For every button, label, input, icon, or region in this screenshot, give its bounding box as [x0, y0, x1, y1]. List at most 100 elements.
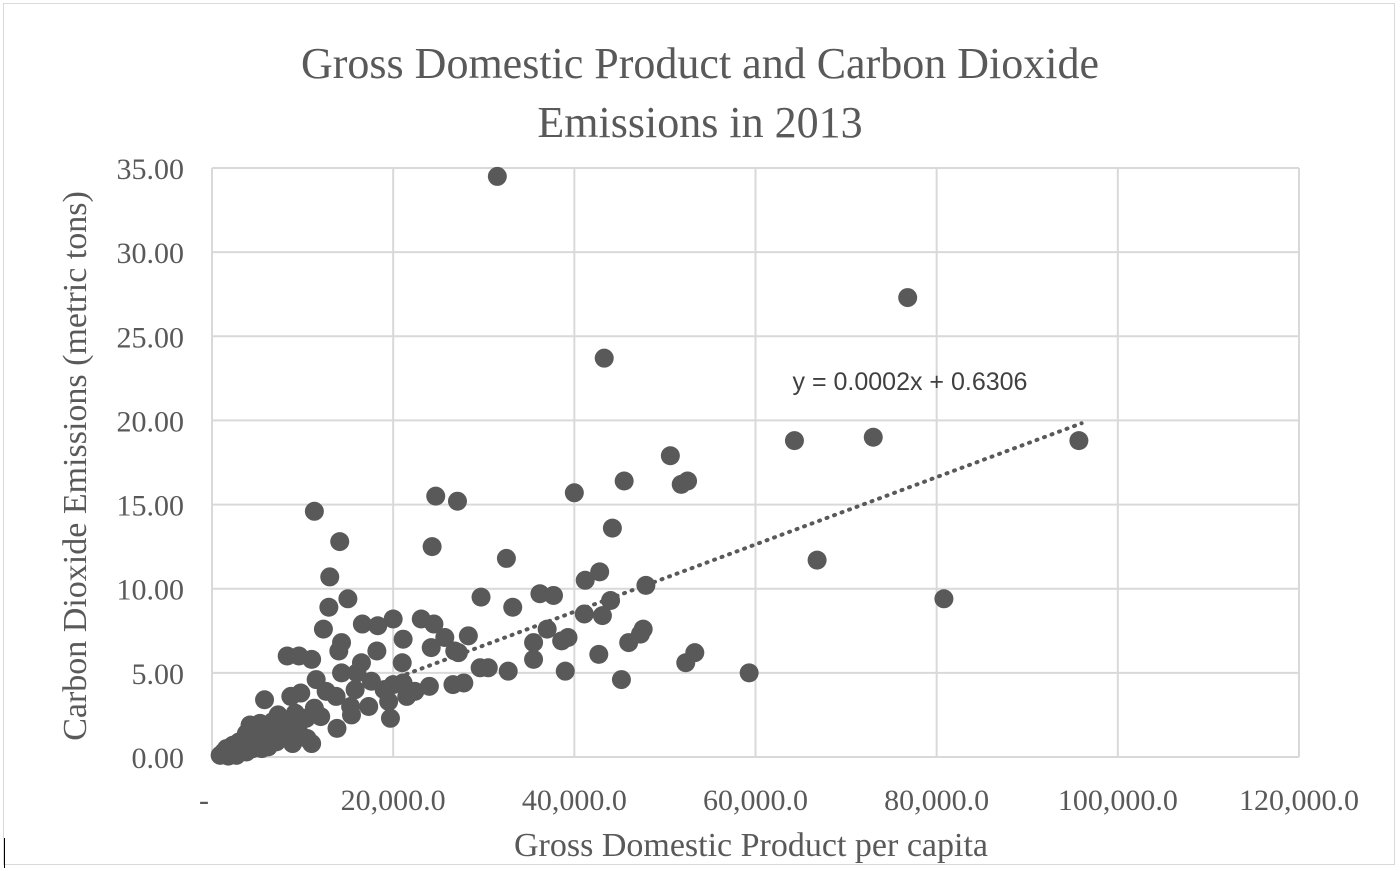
data-point [327, 718, 347, 738]
data-point [393, 629, 413, 649]
edge-mark [4, 838, 5, 868]
gridlines [211, 167, 1300, 758]
y-tick-label: 25.00 [117, 321, 185, 354]
data-point [590, 562, 610, 582]
chart-frame [3, 3, 1395, 865]
data-points [210, 166, 1089, 766]
data-point [503, 597, 523, 617]
data-point [671, 474, 691, 494]
data-point [537, 619, 557, 639]
data-point [368, 616, 388, 636]
data-point [313, 619, 333, 639]
y-tick-label: 0.00 [132, 742, 185, 775]
data-point [379, 691, 399, 711]
x-tick-label: 120,000.0 [1239, 784, 1359, 817]
data-point [311, 707, 331, 727]
data-point [601, 590, 621, 610]
data-point [524, 649, 544, 669]
data-point [471, 587, 491, 607]
data-point [320, 567, 340, 587]
data-point [302, 649, 322, 669]
data-point [660, 446, 680, 466]
data-point [347, 663, 367, 683]
data-point [487, 166, 507, 186]
data-point [345, 680, 365, 700]
chart-title-line-1: Gross Domestic Product and Carbon Dioxid… [301, 39, 1099, 88]
data-point [934, 589, 954, 609]
y-tick-label: 35.00 [117, 153, 185, 186]
data-point [574, 604, 594, 624]
y-tick-label: 30.00 [117, 237, 185, 270]
y-tick-label: 5.00 [132, 658, 185, 691]
data-point [863, 427, 883, 447]
y-tick-label: 15.00 [117, 490, 185, 523]
data-point [739, 663, 759, 683]
data-point [422, 537, 442, 557]
data-point [784, 431, 804, 451]
data-point [383, 609, 403, 629]
y-axis-label: Carbon Dioxide Emissions (metric tons) [57, 191, 94, 741]
trendline-equation: y = 0.0002x + 0.6306 [793, 368, 1028, 396]
data-point [1069, 431, 1089, 451]
data-point [524, 633, 544, 653]
data-point [898, 288, 918, 308]
data-point [435, 628, 455, 648]
data-point [304, 501, 324, 521]
data-point [498, 661, 518, 681]
data-point [302, 734, 322, 754]
data-point [676, 653, 696, 673]
chart-title-line-2: Emissions in 2013 [537, 98, 862, 147]
data-point [458, 626, 478, 646]
y-tick-labels: 0.00 5.00 10.00 15.00 20.00 25.00 30.00 35.00 [117, 153, 185, 775]
data-point [341, 705, 361, 725]
data-point [636, 575, 656, 595]
data-point [277, 646, 297, 666]
data-point [454, 673, 474, 693]
data-point [602, 518, 622, 538]
trendline [382, 421, 1084, 685]
data-point [397, 686, 417, 706]
x-axis-label: Gross Domestic Product per capita [514, 827, 988, 864]
data-point [589, 644, 609, 664]
data-point [564, 483, 584, 503]
data-point [496, 548, 516, 568]
data-point [594, 348, 614, 368]
data-point [611, 670, 631, 690]
data-point [478, 658, 498, 678]
data-point [319, 597, 339, 617]
data-point [330, 532, 350, 552]
data-point [352, 614, 372, 634]
data-point [543, 585, 563, 605]
x-tick-label: 60,000.0 [703, 784, 808, 817]
data-point [218, 746, 238, 766]
data-point [332, 663, 352, 683]
data-point [419, 676, 439, 696]
data-point [447, 491, 467, 511]
data-point [380, 708, 400, 728]
data-point [552, 631, 572, 651]
trendline-path [382, 421, 1084, 685]
x-tick-label: 80,000.0 [884, 784, 989, 817]
data-point [426, 486, 446, 506]
data-point [359, 697, 379, 717]
y-tick-label: 10.00 [117, 574, 185, 607]
data-point [255, 690, 275, 710]
data-point [807, 550, 827, 570]
x-tick-label: 100,000.0 [1058, 784, 1178, 817]
y-tick-label: 20.00 [117, 405, 185, 438]
data-point [555, 661, 575, 681]
data-point [592, 606, 612, 626]
data-point [326, 686, 346, 706]
data-point [392, 653, 412, 673]
data-point [448, 643, 468, 663]
x-tick-label: 20,000.0 [341, 784, 446, 817]
x-tick-labels: - 20,000.0 40,000.0 60,000.0 80,000.0 100,000… [199, 784, 1359, 817]
data-point [281, 686, 301, 706]
data-point [367, 641, 387, 661]
data-point [338, 589, 358, 609]
x-tick-label: 40,000.0 [522, 784, 627, 817]
x-tick-label: - [199, 784, 209, 817]
data-point [575, 570, 595, 590]
data-point [252, 739, 272, 759]
